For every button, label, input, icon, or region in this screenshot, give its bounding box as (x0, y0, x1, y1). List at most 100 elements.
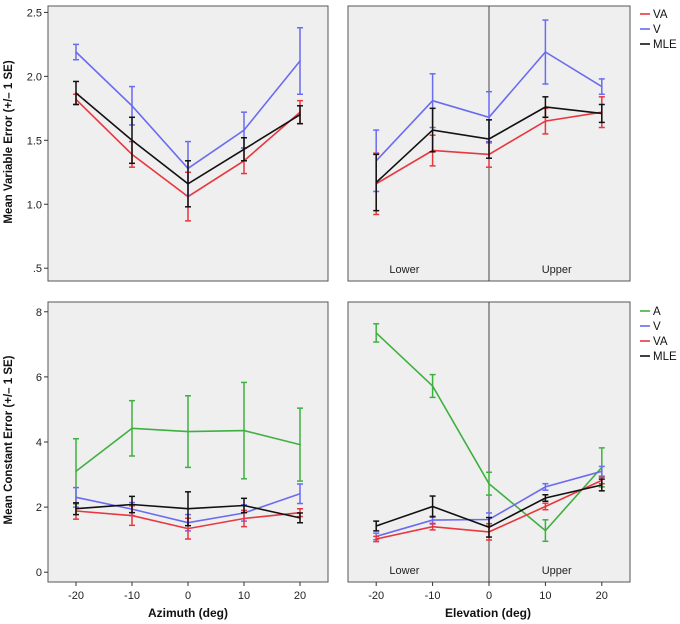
region-label-lower: Lower (389, 264, 419, 276)
error-bar (297, 26, 303, 96)
data-point (243, 504, 245, 507)
y-tick-label: 2 (36, 502, 42, 514)
x-tick-label: -10 (124, 590, 140, 602)
data-point (431, 129, 434, 131)
data-point (131, 427, 133, 430)
region-label-upper: Upper (542, 565, 572, 577)
series-mle (373, 96, 605, 212)
series-mle (373, 478, 605, 538)
y-tick-label: 1.5 (27, 135, 42, 147)
x-tick-label: 20 (294, 590, 306, 602)
error-bar (73, 80, 79, 106)
error-bar (185, 160, 191, 208)
x-tick-label: -20 (68, 590, 84, 602)
error-bar (129, 399, 135, 457)
data-point (544, 106, 547, 108)
error-bar (598, 78, 605, 96)
y-tick-label: 2.5 (27, 7, 42, 19)
error-bar (486, 471, 492, 496)
data-point (488, 138, 490, 140)
legend-label-va: VA (653, 336, 668, 348)
legend: VA V MLE (640, 9, 677, 51)
error-bar (598, 103, 605, 124)
error-bar (373, 520, 380, 532)
data-point (431, 519, 434, 521)
error-bar (542, 519, 549, 543)
error-bar (598, 478, 605, 492)
y-axis-title-top: Mean Variable Error (+/– 1 SE) (3, 60, 15, 223)
data-point (375, 332, 378, 334)
x-tick-label: 10 (238, 590, 250, 602)
data-point (601, 112, 603, 115)
data-point (375, 181, 378, 184)
data-point (187, 430, 189, 433)
legend: AV VA MLE (640, 306, 677, 363)
data-point (75, 470, 77, 473)
legend-label-va: VA (653, 9, 668, 21)
error-bar (542, 502, 549, 511)
data-point (544, 529, 547, 532)
error-bar (241, 497, 247, 514)
x-tick-label: -20 (368, 590, 384, 602)
region-label-lower: Lower (389, 565, 419, 577)
data-point (544, 51, 547, 53)
data-point (488, 482, 490, 485)
data-point (299, 60, 301, 62)
error-bar (542, 96, 549, 119)
data-point (243, 517, 245, 520)
series-mle (73, 491, 303, 527)
y-tick-label: 2.0 (27, 71, 42, 83)
error-bar (129, 495, 135, 514)
error-bar (429, 522, 436, 531)
y-tick-label: 6 (36, 372, 42, 384)
chart-panel-br: -20 -10 0 10 20 Lower Upper AV VA MLE (347, 301, 677, 602)
data-point (488, 526, 490, 529)
error-bar (542, 482, 549, 491)
chart-panel-tl: .5 1.0 1.5 2.0 2.5 (27, 5, 329, 282)
data-point (431, 385, 434, 387)
data-point (187, 182, 189, 185)
x-tick-label: 0 (486, 590, 492, 602)
data-point (601, 85, 603, 88)
data-point (131, 503, 133, 506)
data-point (299, 492, 301, 495)
data-point (299, 443, 301, 446)
y-tick-label: 0 (36, 567, 42, 579)
series-mle (73, 80, 303, 208)
data-point (544, 505, 547, 508)
data-point (187, 507, 189, 510)
legend-label-mle: MLE (653, 39, 677, 51)
error-bar (297, 407, 303, 482)
error-bar (373, 535, 380, 543)
data-point (601, 484, 603, 486)
data-point (488, 116, 490, 119)
error-bar (542, 19, 549, 85)
error-bar (486, 119, 492, 159)
chart-panel-bl: 0 2 4 6 8 -20 -10 0 10 20 (36, 301, 329, 602)
data-point (544, 486, 547, 488)
data-point (375, 525, 378, 527)
legend-label-a: A (653, 306, 661, 318)
data-point (299, 113, 301, 116)
error-bar (241, 381, 247, 480)
data-point (544, 120, 547, 122)
x-tick-label: 10 (539, 590, 551, 602)
legend-label-v: V (653, 321, 661, 333)
data-point (243, 148, 245, 151)
data-point (299, 517, 301, 519)
data-point (601, 470, 603, 473)
data-point (243, 429, 245, 432)
data-point (75, 51, 77, 53)
data-point (75, 507, 77, 510)
error-bar (373, 153, 380, 212)
error-bar (73, 502, 79, 516)
legend-label-v: V (653, 24, 661, 36)
error-bar (429, 107, 436, 153)
data-point (431, 505, 434, 508)
error-bar (185, 395, 191, 469)
data-point (131, 514, 133, 517)
x-tick-label: 0 (185, 590, 191, 602)
data-point (75, 496, 77, 499)
